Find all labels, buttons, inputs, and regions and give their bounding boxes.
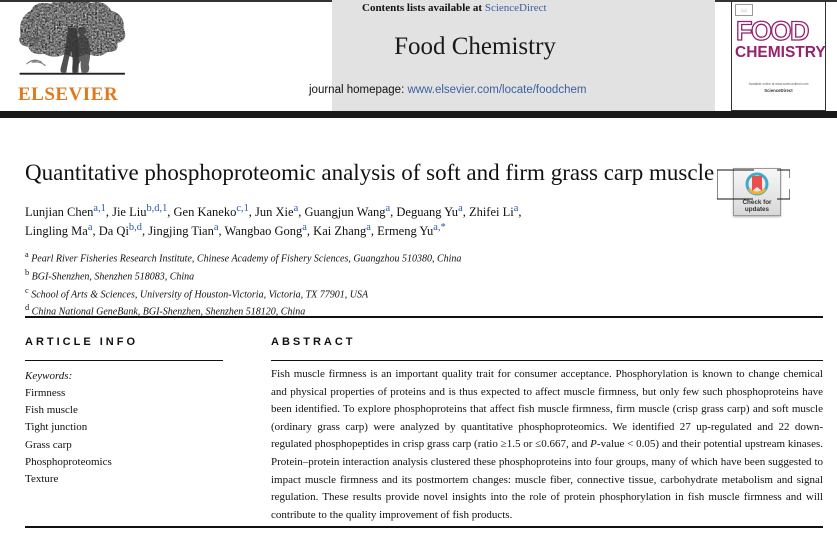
svg-text:FOOD: FOOD	[736, 16, 809, 46]
